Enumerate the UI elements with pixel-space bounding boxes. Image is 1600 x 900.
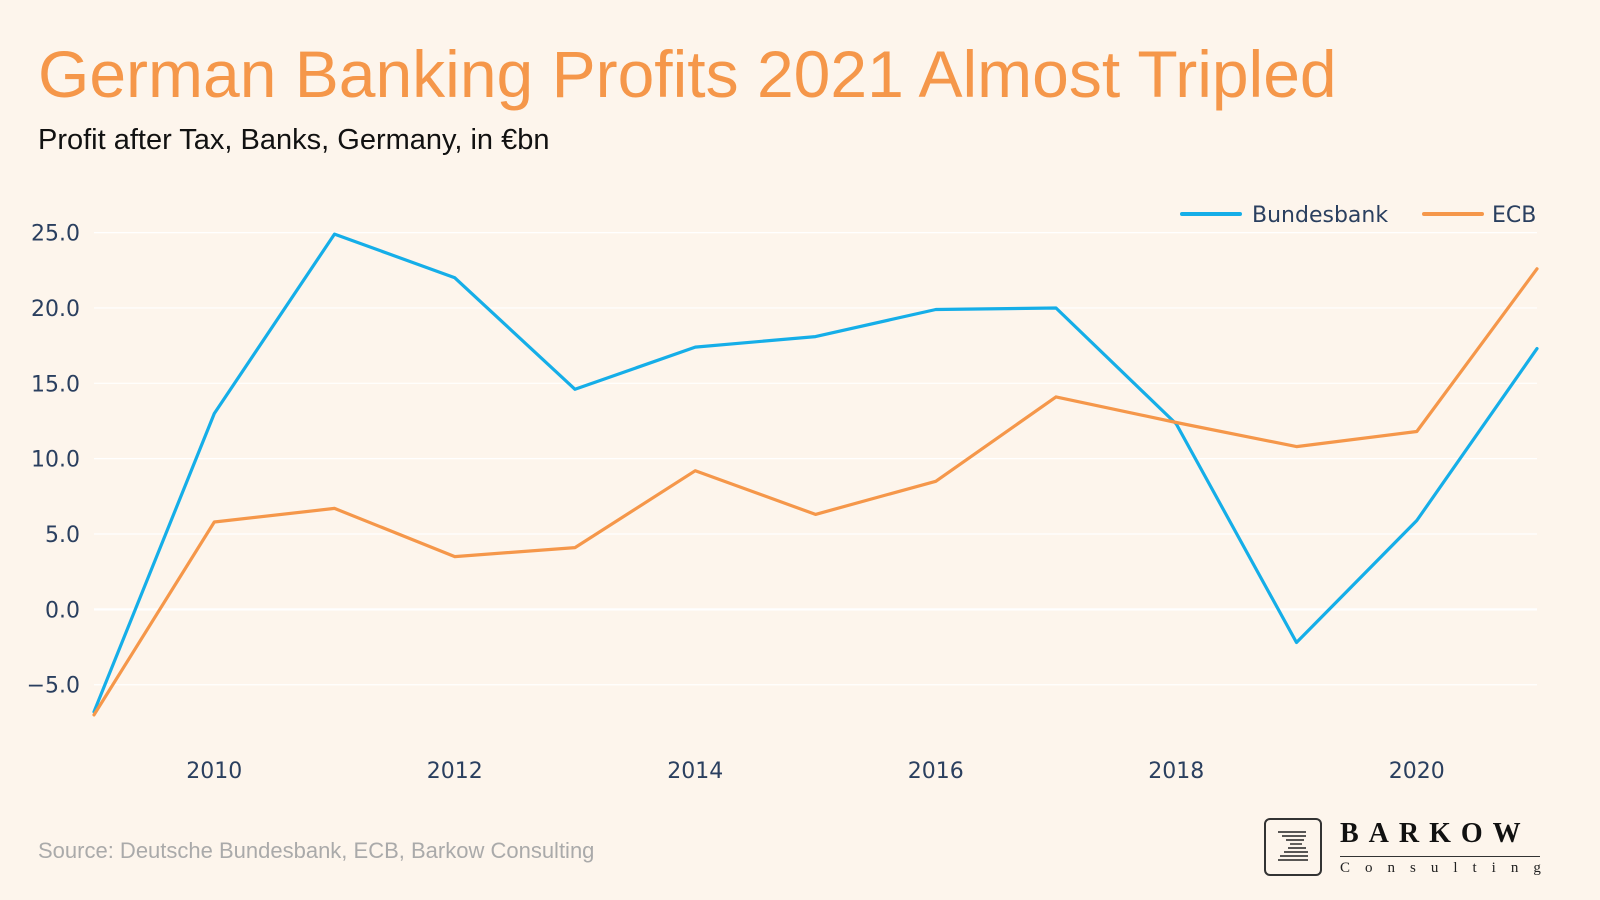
line-chart: −5.00.05.010.015.020.025.0 2010 2012 2014 2… — [27, 203, 1539, 784]
legend-label-bundesbank: Bundesbank — [1252, 203, 1388, 228]
source-note: Source: Deutsche Bundesbank, ECB, Barkow… — [38, 838, 595, 863]
chart-subtitle: Profit after Tax, Banks, Germany, in €bn — [38, 124, 550, 156]
x-tick-label: 2016 — [908, 759, 964, 784]
barkow-logo: BARKOW Consulting — [1264, 818, 1544, 882]
legend-label-ecb: ECB — [1492, 203, 1536, 228]
x-tick-label: 2014 — [667, 759, 723, 784]
series-line-ecb — [92, 267, 1539, 717]
x-tick-label: 2018 — [1148, 759, 1204, 784]
y-tick-label: −5.0 — [27, 674, 80, 699]
y-tick-label: 0.0 — [45, 598, 80, 623]
chart-title: German Banking Profits 2021 Almost Tripl… — [38, 37, 1337, 111]
series-line-bundesbank — [92, 232, 1539, 714]
grid-lines — [94, 232, 1537, 686]
y-tick-label: 25.0 — [31, 222, 80, 247]
x-tick-label: 2010 — [186, 759, 242, 784]
logo-name: BARKOW — [1340, 818, 1531, 849]
x-tick-label: 2020 — [1389, 759, 1445, 784]
x-axis: 2010 2012 2014 2016 2018 2020 — [186, 759, 1445, 784]
y-tick-label: 5.0 — [45, 523, 80, 548]
series-lines — [92, 232, 1539, 717]
y-tick-label: 15.0 — [31, 372, 80, 397]
y-tick-label: 20.0 — [31, 297, 80, 322]
y-axis: −5.0 0.0 5.0 10.0 15.0 20.0 25.0 — [27, 222, 80, 699]
logo-divider — [1340, 856, 1540, 857]
x-tick-label: 2012 — [427, 759, 483, 784]
logo-mark-icon — [1264, 818, 1322, 876]
y-tick-label: 10.0 — [31, 448, 80, 473]
legend: Bundesbank ECB — [1180, 203, 1536, 228]
logo-subtitle: Consulting — [1340, 860, 1556, 876]
